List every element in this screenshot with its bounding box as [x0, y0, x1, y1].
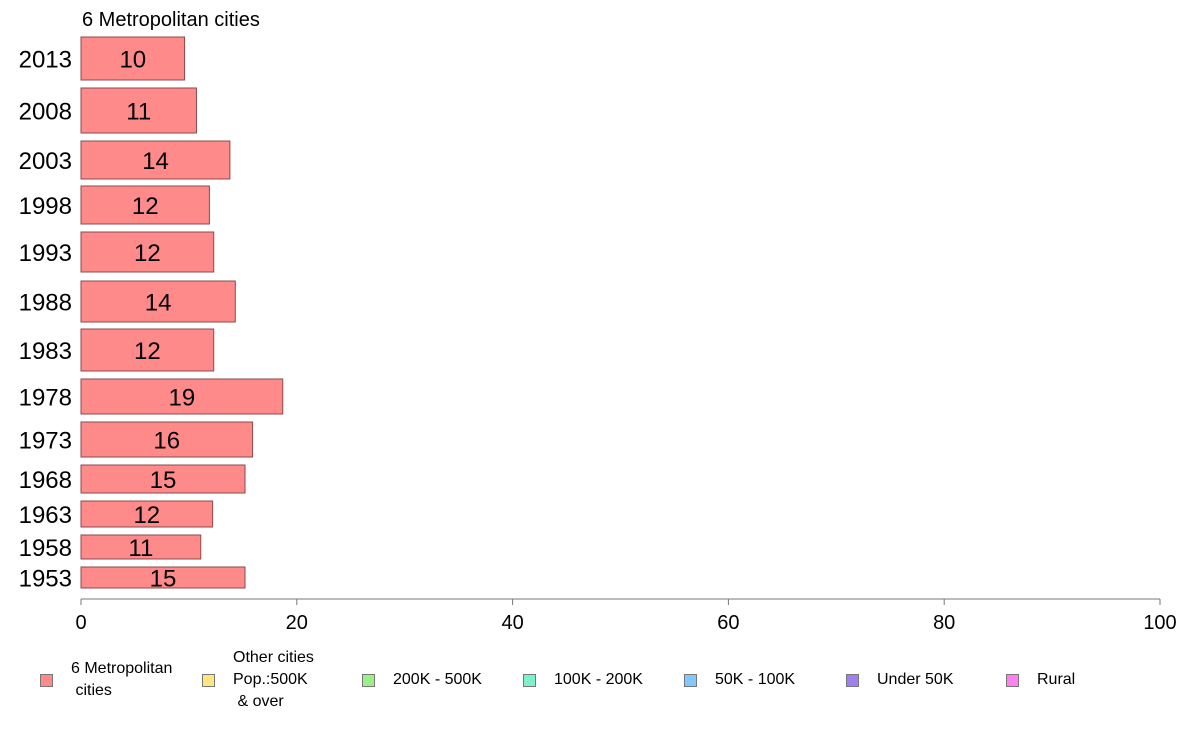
data-label: 19	[169, 385, 196, 412]
data-label: 12	[134, 240, 161, 267]
y-tick-label: 1953	[19, 566, 72, 593]
legend: 6 Metropolitan cities Other cities Pop.:5…	[0, 648, 1188, 718]
legend-label: 100K - 200K	[554, 671, 643, 688]
data-label: 15	[150, 467, 177, 494]
legend-item: 200K - 500K	[362, 648, 482, 691]
y-tick-label: 1963	[19, 502, 72, 529]
data-label: 11	[128, 535, 153, 562]
legend-swatch	[684, 674, 697, 687]
x-axis: 0 20 40 60 80 100	[75, 598, 1177, 634]
y-tick-label: 1968	[19, 467, 72, 494]
data-label: 12	[134, 338, 161, 365]
x-tick-label: 80	[933, 612, 955, 634]
y-tick-label: 2013	[19, 47, 72, 74]
bar	[80, 36, 186, 81]
y-tick-label: 1958	[19, 535, 72, 562]
x-tick-label: 20	[286, 612, 308, 634]
bar	[80, 566, 246, 589]
bar	[80, 185, 210, 225]
legend-swatch	[1006, 674, 1019, 687]
bar-chart: 6 Metropolitan cities 2013 10 2008 11 2003 14…	[19, 9, 1177, 634]
legend-item: Rural	[1006, 648, 1075, 691]
data-label: 15	[150, 566, 177, 593]
legend-item: 6 Metropolitan cities	[40, 648, 172, 702]
legend-swatch	[362, 674, 375, 687]
bar	[80, 421, 254, 458]
bar	[80, 140, 231, 180]
y-tick-label: 2003	[19, 148, 72, 175]
bar	[80, 464, 246, 494]
legend-label: Rural	[1037, 671, 1076, 688]
bars-group: 2013 10 2008 11 2003 14 1998 12 1993 12 1988 14 1983…	[19, 36, 284, 593]
bar	[80, 534, 202, 560]
legend-label: 50K - 100K	[715, 671, 796, 688]
data-label: 12	[133, 502, 160, 529]
legend-label: Other cities Pop.:500K & over	[233, 649, 314, 710]
bar	[80, 231, 215, 273]
bar	[80, 500, 214, 528]
data-label: 10	[119, 47, 146, 74]
data-label: 16	[153, 428, 180, 455]
y-tick-label: 1973	[19, 428, 72, 455]
legend-item: 100K - 200K	[523, 648, 643, 691]
legend-item: Under 50K	[846, 648, 954, 691]
bar	[80, 87, 197, 134]
y-tick-label: 1983	[19, 338, 72, 365]
x-tick-label: 60	[717, 612, 739, 634]
legend-label: 200K - 500K	[393, 671, 482, 688]
chart-title: 6 Metropolitan cities	[82, 9, 260, 31]
data-label: 11	[126, 99, 151, 126]
legend-item: 50K - 100K	[684, 648, 795, 691]
bar	[80, 378, 284, 415]
x-tick-label: 0	[75, 612, 86, 634]
legend-swatch	[846, 674, 859, 687]
y-tick-label: 1998	[19, 193, 72, 220]
data-label: 12	[132, 193, 159, 220]
data-label: 14	[142, 148, 169, 175]
bar	[80, 328, 215, 372]
legend-swatch	[202, 674, 215, 687]
legend-label: Under 50K	[877, 671, 954, 688]
y-tick-label: 1993	[19, 240, 72, 267]
y-tick-label: 1978	[19, 385, 72, 412]
legend-swatch	[523, 674, 536, 687]
bar	[80, 280, 236, 323]
x-tick-label: 40	[501, 612, 523, 634]
legend-label: 6 Metropolitan cities	[71, 660, 173, 699]
y-tick-label: 1988	[19, 290, 72, 317]
y-tick-label: 2008	[19, 99, 72, 126]
data-label: 14	[145, 290, 172, 317]
x-tick-label: 100	[1143, 612, 1176, 634]
legend-item: Other cities Pop.:500K & over	[202, 648, 314, 713]
legend-swatch	[40, 674, 53, 687]
